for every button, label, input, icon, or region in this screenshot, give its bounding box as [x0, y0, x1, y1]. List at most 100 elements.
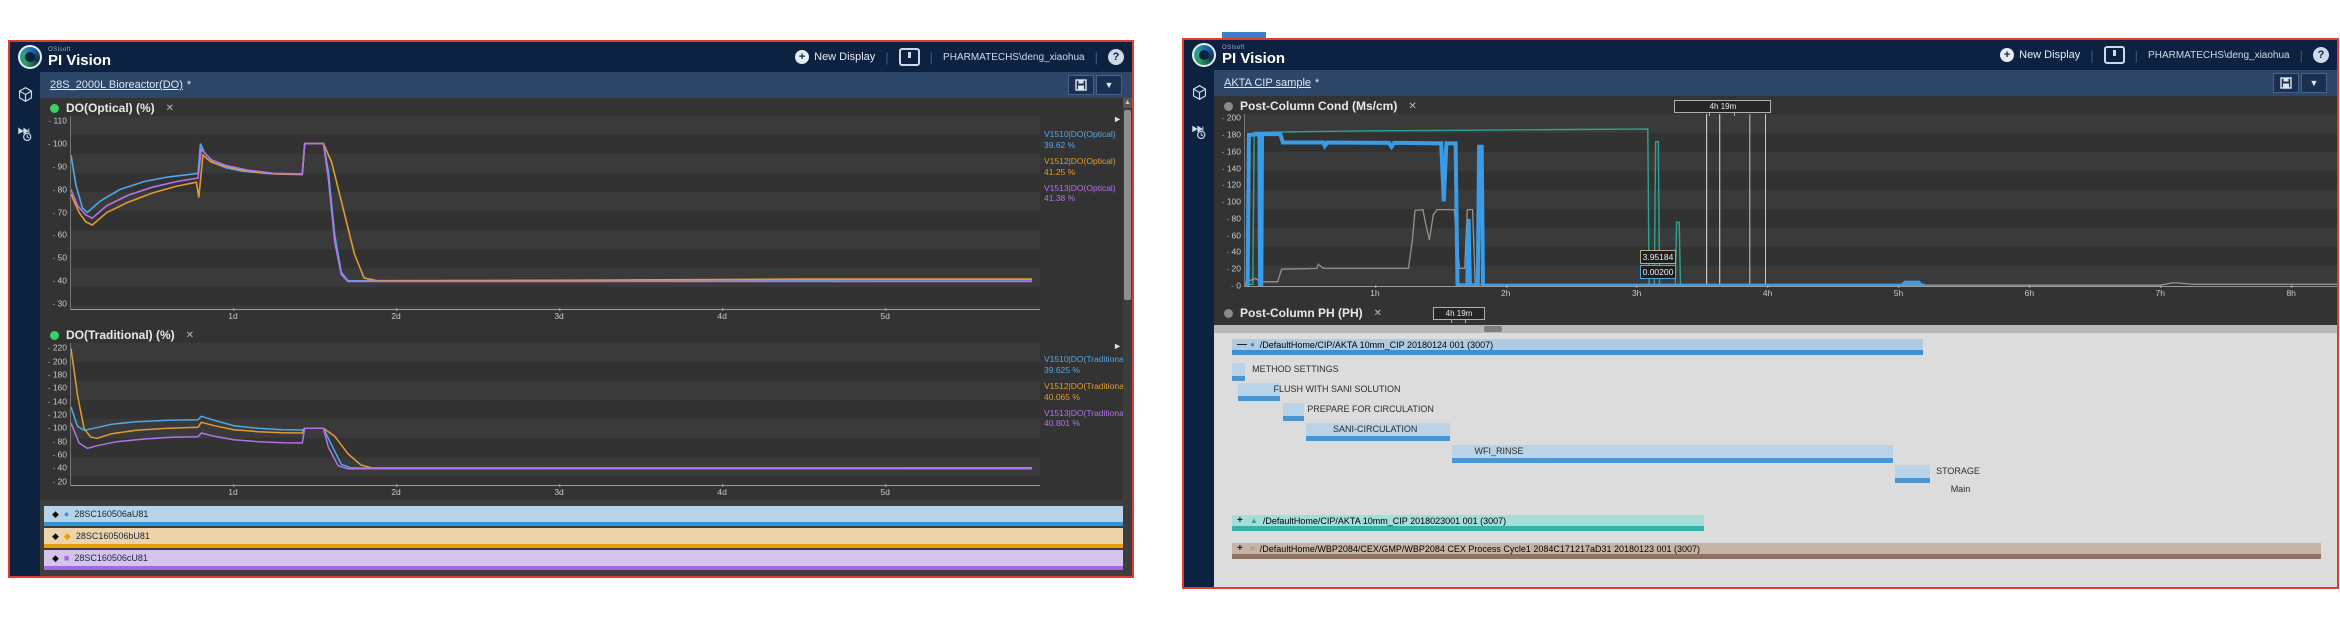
close-icon[interactable]: ✕	[185, 329, 195, 341]
y-tick-label: 60	[52, 450, 67, 460]
gantt-event-label: /DefaultHome/CIP/AKTA 10mm_CIP 201802300…	[1262, 515, 1507, 526]
gantt-event-header[interactable]: — ● /DefaultHome/CIP/AKTA 10mm_CIP 2018012…	[1231, 339, 1923, 355]
collapse-icon[interactable]: —	[1236, 339, 1247, 350]
batch-event-row[interactable]: ◆ ◆ 28SC160506bU81	[44, 528, 1128, 548]
time-range-box[interactable]: 4h 19m	[1432, 307, 1485, 323]
status-dot-icon	[50, 330, 59, 340]
gantt-child-bar[interactable]	[1452, 458, 1894, 463]
gantt-child-strip[interactable]	[1231, 363, 1246, 376]
logged-in-user[interactable]: PHARMATECHS\deng_xiaohua	[2148, 49, 2290, 61]
events-icon[interactable]	[17, 125, 34, 142]
trend-post-column-cond: Post-Column Cond (Ms/cm) ✕ 4h 19m 200180…	[1214, 96, 2337, 303]
trace-V1513|DO(Optical)	[71, 142, 1032, 283]
play-forward-icon[interactable]: ►	[1113, 114, 1122, 124]
gantt-child-bar[interactable]	[1231, 376, 1246, 381]
gantt-child-strip[interactable]	[1282, 403, 1304, 416]
chevron-down-icon: ▼	[2309, 78, 2319, 88]
gantt-child-bar[interactable]	[1282, 416, 1304, 421]
new-display-button[interactable]: + New Display	[2000, 48, 2080, 62]
legend-current-value: 39.62 %	[1044, 139, 1076, 150]
trend-do-traditional: DO(Traditional) (%) ✕ 220 200 180 160 140 120…	[40, 325, 1132, 500]
scroll-up-icon[interactable]: ▲	[1123, 98, 1132, 108]
gantt-child-strip[interactable]	[1237, 383, 1281, 396]
event-type-icon: ▲	[1249, 516, 1258, 525]
brand-osisoft: OSIsoft	[48, 46, 71, 53]
gantt-child-strip[interactable]	[1452, 445, 1894, 458]
expand-icon[interactable]: +	[1236, 515, 1243, 526]
gantt-child-label: Main	[1950, 484, 1971, 494]
vertical-scrollbar[interactable]: ▲	[1123, 98, 1132, 576]
trend-title-row: Post-Column Cond (Ms/cm) ✕ 4h 19m	[1214, 96, 2337, 116]
trend-plot[interactable]	[70, 116, 1040, 310]
x-tick-label: 2d	[391, 308, 401, 321]
breadcrumb[interactable]: 28S_2000L Bioreactor(DO)	[50, 79, 183, 91]
breadcrumb[interactable]: AKTA CIP sample	[1224, 77, 1312, 89]
y-tick-label: 20	[1226, 264, 1241, 274]
gantt-event-header[interactable]: + ○ /DefaultHome/WBP2084/CEX/GMP/WBP2084 C…	[1231, 543, 2322, 559]
gantt-child-bar[interactable]	[1306, 436, 1450, 441]
x-tick-label: 8h	[2286, 285, 2296, 298]
diamond-icon: ◆	[52, 530, 59, 541]
close-icon[interactable]: ✕	[1373, 307, 1383, 319]
x-tick-label: 2h	[1501, 285, 1511, 298]
batch-event-row[interactable]: ◆ ■ 28SC160506cU81	[44, 550, 1128, 570]
gantt-child-strip[interactable]	[1894, 465, 1931, 478]
trend-plot[interactable]: 3.95184 0.00200	[1244, 114, 2337, 287]
ad-hoc-display-icon[interactable]	[2103, 46, 2125, 64]
legend-entry[interactable]: V1510|DO(Traditional) 39.625 %	[1044, 354, 1130, 375]
save-dropdown-button[interactable]: ▼	[2301, 73, 2327, 93]
trend-plot[interactable]	[70, 343, 1040, 486]
legend-tag-name: V1510|DO(Optical)	[1044, 129, 1116, 139]
batch-event-row[interactable]: ◆ ● 28SC160506aU81	[44, 506, 1128, 526]
gantt-child-label: WFI_RINSE	[1474, 446, 1524, 456]
legend-entry[interactable]: V1512|DO(Optical) 41.25 %	[1044, 156, 1130, 177]
legend-entry[interactable]: V1510|DO(Optical) 39.62 %	[1044, 129, 1130, 150]
status-dot-icon	[1224, 101, 1233, 111]
legend-entry[interactable]: V1513|DO(Traditional) 40.801 %	[1044, 408, 1130, 429]
logged-in-user[interactable]: PHARMATECHS\deng_xiaohua	[943, 51, 1085, 63]
assets-icon[interactable]	[1191, 84, 1208, 101]
new-display-button[interactable]: + New Display	[795, 50, 875, 64]
play-forward-icon[interactable]: ►	[1113, 341, 1122, 351]
horizontal-scrollbar[interactable]	[1214, 325, 2337, 333]
gantt-event-header[interactable]: + ▲ /DefaultHome/CIP/AKTA 10mm_CIP 2018023…	[1231, 515, 1704, 531]
save-dropdown-button[interactable]: ▼	[1096, 75, 1122, 95]
x-tick-label: 5d	[880, 308, 890, 321]
save-button[interactable]	[2273, 73, 2299, 93]
event-frames-gantt: — ● /DefaultHome/CIP/AKTA 10mm_CIP 2018012…	[1214, 333, 2337, 587]
event-type-icon: ○	[1249, 544, 1255, 553]
app-header: OSIsoft PI Vision + New Display | | PHAR…	[1184, 40, 2337, 70]
y-axis: 110 100 90 80 70 60 50 40 30	[40, 115, 70, 309]
series-marker-icon: ■	[63, 553, 70, 563]
close-icon[interactable]: ✕	[165, 102, 175, 114]
y-tick-label: 160	[48, 383, 67, 393]
events-icon[interactable]	[1191, 123, 1208, 140]
x-tick-label: 2d	[391, 484, 401, 497]
assets-icon[interactable]	[17, 86, 34, 103]
scrollbar-thumb[interactable]	[1124, 110, 1131, 300]
time-range-box[interactable]: 4h 19m	[1674, 100, 1772, 116]
gantt-child-bar[interactable]	[1894, 478, 1931, 483]
gantt-child-strip[interactable]	[1306, 423, 1450, 436]
x-tick-label: 3h	[1631, 285, 1642, 298]
new-display-label: New Display	[814, 51, 876, 63]
expand-icon[interactable]: +	[1236, 543, 1243, 554]
trend-title-row: DO(Traditional) (%) ✕	[40, 325, 1132, 343]
scrollbar-thumb[interactable]	[1483, 326, 1502, 332]
y-tick-label: 40	[52, 276, 67, 286]
diamond-icon: ◆	[52, 508, 59, 519]
legend-entry[interactable]: V1512|DO(Traditional) 40.065 %	[1044, 381, 1130, 402]
trend-post-column-ph: Post-Column PH (PH) ✕ 4h 19m	[1214, 303, 2337, 325]
legend-entry[interactable]: V1513|DO(Optical) 41.38 %	[1044, 183, 1130, 204]
x-tick-label: 3d	[554, 484, 564, 497]
close-icon[interactable]: ✕	[1408, 100, 1417, 112]
x-tick-label: 3d	[554, 308, 564, 321]
help-icon[interactable]: ?	[1108, 49, 1124, 65]
y-tick-label: 50	[52, 253, 67, 263]
breadcrumb-bar: AKTA CIP sample * ▼	[1184, 70, 2337, 96]
save-button[interactable]	[1068, 75, 1094, 95]
help-icon[interactable]: ?	[2313, 47, 2329, 63]
gantt-child-bar[interactable]	[1237, 396, 1281, 401]
pi-vision-logo-icon	[18, 45, 42, 69]
ad-hoc-display-icon[interactable]	[898, 48, 920, 66]
